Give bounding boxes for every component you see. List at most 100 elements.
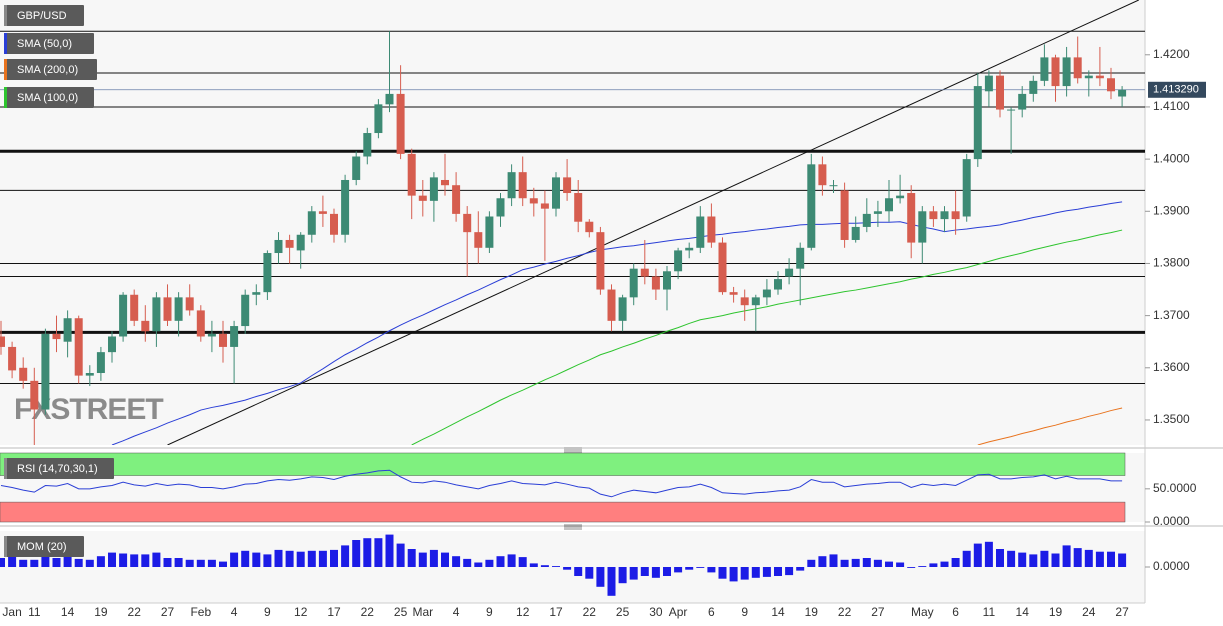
mom-bar — [585, 567, 594, 579]
resize-handle[interactable] — [564, 524, 582, 530]
candle-body — [485, 216, 494, 248]
candle-body — [141, 320, 150, 332]
mom-bar — [230, 552, 239, 567]
y-tick-label: 1.3600 — [1153, 360, 1190, 374]
mom-bar — [330, 549, 338, 567]
candle-body — [585, 221, 594, 233]
last-price-box — [1148, 81, 1206, 98]
candle-body — [1040, 57, 1049, 81]
x-tick-label: 17 — [327, 605, 341, 619]
mom-bar — [796, 567, 805, 571]
price-panel — [0, 0, 1145, 445]
candle-body — [674, 250, 683, 272]
indicator-label: GBP/USD — [17, 10, 67, 22]
indicator-label: SMA (50,0) — [17, 38, 72, 50]
indicator-label-box — [4, 87, 94, 108]
candle-body — [496, 198, 505, 217]
resize-handle[interactable] — [564, 447, 582, 453]
x-tick-label: 27 — [871, 605, 885, 619]
mom-bar — [296, 551, 305, 567]
y-tick-label: 1.4000 — [1153, 151, 1190, 165]
mom-bar — [474, 562, 483, 567]
candle-body — [951, 211, 960, 220]
candle-body — [663, 271, 671, 290]
mom-bar — [496, 556, 505, 567]
candle-body — [1018, 93, 1027, 110]
x-tick-label: 12 — [294, 605, 308, 619]
candle-body — [8, 346, 17, 371]
candle-body — [352, 156, 361, 180]
mom-bar — [119, 553, 128, 567]
x-tick-label: 22 — [361, 605, 375, 619]
mom-bar — [973, 543, 982, 567]
candle-body — [207, 333, 216, 337]
candle-body — [518, 172, 527, 199]
mom-bar — [1029, 554, 1038, 567]
candle-body — [474, 232, 483, 248]
candle-body — [108, 336, 116, 353]
candle-body — [996, 75, 1004, 110]
mom-bar — [352, 540, 361, 567]
candle-body — [330, 213, 338, 235]
y-tick-label: 0.0000 — [1153, 514, 1190, 528]
candle-body — [296, 234, 305, 251]
watermark: FXSTREET — [14, 393, 163, 426]
mom-bar — [996, 549, 1004, 567]
y-tick-label: 1.3800 — [1153, 256, 1190, 270]
mom-bar — [1107, 551, 1115, 567]
candle-body — [385, 93, 394, 105]
candle-body — [441, 179, 449, 186]
indicator-label-box — [4, 33, 94, 54]
candle-body — [696, 216, 705, 248]
rsi-line — [0, 469, 1123, 498]
candle-body — [30, 380, 39, 410]
x-tick-label: 9 — [264, 605, 271, 619]
indicator-color — [4, 87, 7, 108]
indicator-color — [4, 458, 7, 479]
mom-bar — [219, 561, 227, 567]
candle-body — [740, 297, 749, 306]
x-tick-label: 27 — [1115, 605, 1129, 619]
mom-bar — [363, 538, 372, 567]
mom-bar — [840, 559, 849, 567]
y-tick-label: 1.3500 — [1153, 412, 1190, 426]
y-tick-label: 1.4200 — [1153, 47, 1190, 61]
mom-bar — [540, 565, 549, 567]
candle-body — [563, 177, 572, 194]
x-tick-label: Mar — [412, 605, 433, 619]
indicator-label: SMA (200,0) — [17, 64, 78, 76]
mom-bar — [762, 567, 771, 577]
y-tick-label: 1.3700 — [1153, 308, 1190, 322]
x-tick-label: 25 — [394, 605, 408, 619]
x-tick-label: 14 — [61, 605, 75, 619]
trendline — [167, 0, 1139, 445]
candle-body — [96, 352, 105, 374]
candle-body — [596, 232, 605, 290]
candle-body — [774, 279, 782, 290]
mom-bar — [341, 545, 350, 567]
candle-body — [263, 253, 272, 293]
x-tick-label: 12 — [516, 605, 530, 619]
candle-body — [463, 213, 472, 233]
mom-bar — [207, 559, 216, 567]
mom-bar — [96, 556, 105, 567]
mom-bar — [618, 567, 627, 584]
mom-bar — [929, 563, 938, 567]
candle-body — [363, 133, 372, 157]
mom-bar — [8, 556, 17, 567]
mom-bar — [829, 554, 838, 567]
mom-bar — [0, 558, 5, 567]
mom-bar — [185, 559, 194, 567]
mom-bar — [19, 559, 28, 567]
mom-bar — [873, 559, 882, 567]
indicator-label: RSI (14,70,30,1) — [17, 463, 98, 475]
mom-bar — [85, 559, 94, 567]
candle-body — [63, 318, 72, 342]
mom-bar — [774, 567, 782, 576]
candle-body — [52, 333, 61, 340]
candle-body — [507, 172, 516, 199]
x-tick-label: 22 — [583, 605, 597, 619]
candle-body — [640, 268, 649, 277]
x-tick-label: Feb — [190, 605, 211, 619]
